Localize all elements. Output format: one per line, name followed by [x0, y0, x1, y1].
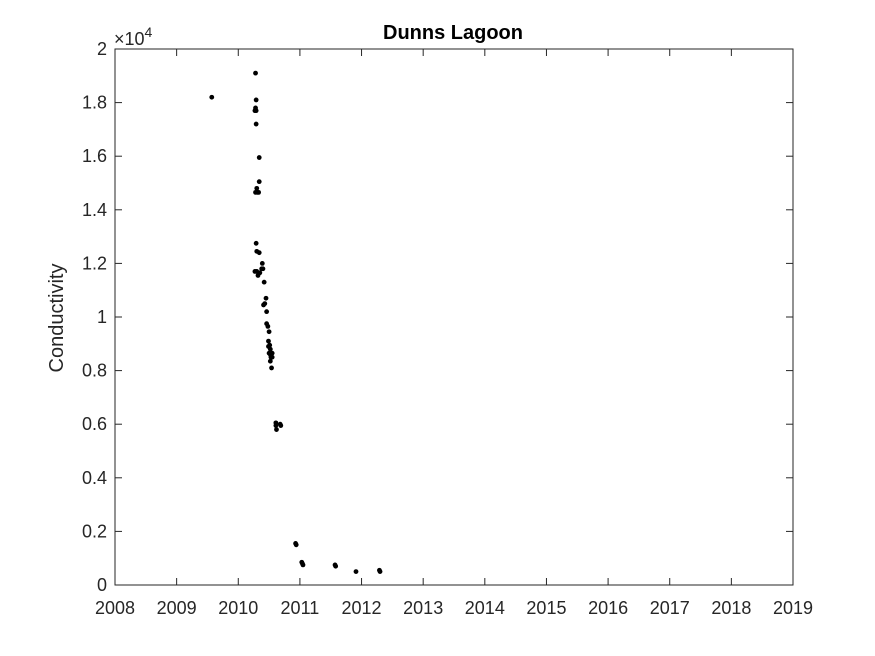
data-point: [300, 562, 306, 568]
data-point: [254, 185, 260, 191]
y-axis-label: Conductivity: [46, 264, 68, 373]
y-tick-label: 0.2: [82, 521, 107, 541]
data-point: [266, 329, 272, 335]
x-tick-label: 2016: [588, 598, 628, 618]
data-point: [256, 155, 262, 160]
y-tick-label: 0.4: [82, 468, 107, 488]
data-point: [264, 309, 270, 315]
data-point: [377, 569, 383, 574]
x-tick-label: 2017: [650, 598, 690, 618]
y-multiplier-base: ×10: [114, 29, 145, 49]
x-tick-label: 2013: [403, 598, 443, 618]
data-point: [253, 240, 259, 246]
y-tick-label: 1.6: [82, 146, 107, 166]
chart-title: Dunns Lagoon: [383, 22, 523, 44]
x-tick-label: 2014: [465, 598, 505, 618]
data-point: [269, 365, 274, 371]
data-point: [260, 266, 266, 272]
data-point: [267, 346, 273, 352]
data-point: [261, 279, 267, 285]
x-tick-label: 2018: [711, 598, 751, 618]
data-point: [353, 569, 359, 574]
x-tick-label: 2009: [157, 598, 197, 618]
x-tick-label: 2008: [95, 598, 135, 618]
x-axis: 2008 2009 2010 2011 2012 2013 2014 2015 2016 2017…: [95, 49, 813, 618]
data-point: [256, 189, 262, 195]
data-point: [253, 97, 259, 103]
x-tick-label: 2015: [526, 598, 566, 618]
data-points: [209, 70, 383, 574]
data-point: [259, 261, 265, 266]
data-point: [278, 423, 284, 428]
data-point: [257, 270, 263, 276]
data-point: [267, 358, 273, 364]
data-point: [253, 121, 259, 127]
y-tick-label: 1: [97, 307, 107, 327]
data-point: [333, 563, 339, 569]
data-point: [269, 350, 275, 356]
x-tick-label: 2012: [342, 598, 382, 618]
x-tick-label: 2019: [773, 598, 813, 618]
y-multiplier: ×104: [114, 24, 153, 49]
y-tick-label: 0.6: [82, 414, 107, 434]
y-multiplier-exponent: 4: [145, 24, 153, 40]
y-tick-label: 0.8: [82, 361, 107, 381]
data-point: [265, 323, 271, 329]
data-point: [253, 70, 258, 76]
x-tick-label: 2011: [281, 598, 320, 618]
y-axis: 0 0.2 0.4 0.6 0.8 1 1.2 1.4 1.6 1.8 2: [82, 39, 793, 595]
data-point: [274, 427, 279, 432]
data-point: [293, 542, 299, 548]
y-tick-label: 2: [97, 39, 107, 59]
y-tick-label: 1.4: [82, 200, 107, 220]
data-point: [256, 179, 262, 185]
data-point: [266, 338, 271, 344]
x-tick-label: 2010: [218, 598, 258, 618]
data-point: [267, 342, 273, 348]
data-point: [252, 108, 258, 114]
y-tick-label: 0: [97, 575, 107, 595]
data-point: [261, 302, 266, 308]
data-point: [273, 423, 279, 428]
plot-area-frame: [114, 48, 794, 586]
y-tick-label: 1.8: [82, 93, 107, 113]
data-point: [209, 94, 215, 100]
data-point: [269, 354, 275, 360]
y-tick-label: 1.2: [82, 253, 107, 273]
data-point: [263, 295, 269, 301]
data-point: [256, 250, 262, 256]
